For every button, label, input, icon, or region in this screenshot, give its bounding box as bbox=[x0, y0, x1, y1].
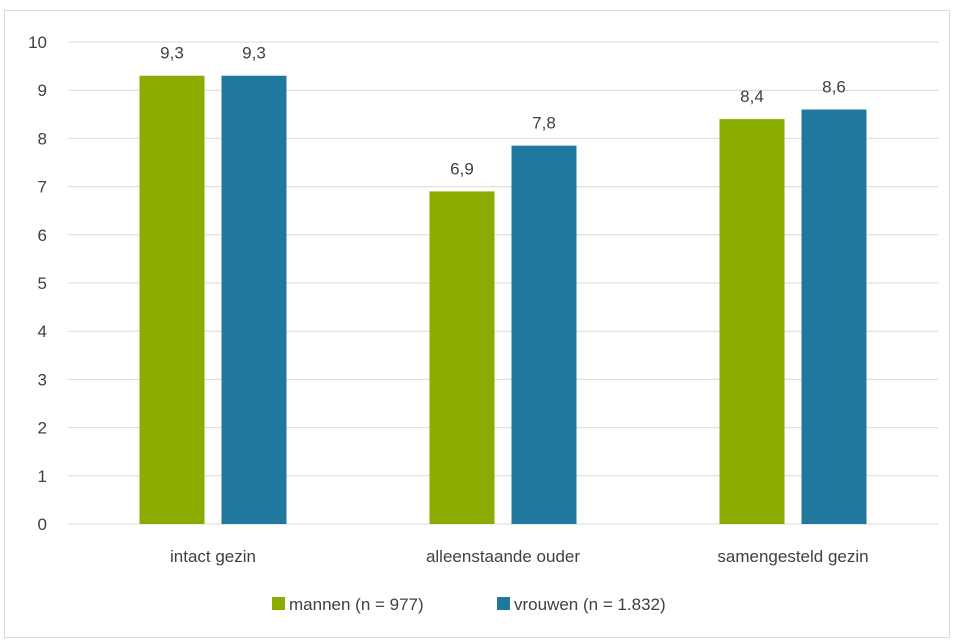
y-tick-label: 1 bbox=[38, 467, 47, 486]
bar-vrouwen bbox=[511, 145, 577, 524]
y-tick-label: 6 bbox=[38, 226, 47, 245]
x-category-label: alleenstaande ouder bbox=[426, 547, 580, 566]
y-tick-label: 9 bbox=[38, 81, 47, 100]
data-label: 8,6 bbox=[822, 77, 846, 96]
legend-label: mannen (n = 977) bbox=[289, 595, 424, 614]
x-category-label: samengesteld gezin bbox=[717, 547, 868, 566]
y-tick-label: 8 bbox=[38, 129, 47, 148]
data-label: 9,3 bbox=[160, 44, 184, 63]
data-label: 9,3 bbox=[242, 44, 266, 63]
y-tick-label: 7 bbox=[38, 178, 47, 197]
y-tick-label: 5 bbox=[38, 274, 47, 293]
bar-mannen bbox=[719, 119, 785, 525]
bar-mannen bbox=[139, 75, 205, 525]
data-label: 8,4 bbox=[740, 87, 764, 106]
legend-swatch-mannen bbox=[272, 597, 285, 610]
legend-swatch-vrouwen bbox=[497, 597, 510, 610]
x-category-label: intact gezin bbox=[170, 547, 256, 566]
y-tick-label: 2 bbox=[38, 419, 47, 438]
y-tick-label: 4 bbox=[38, 322, 47, 341]
y-tick-label: 0 bbox=[38, 515, 47, 534]
bar-mannen bbox=[429, 191, 495, 525]
bar-vrouwen bbox=[221, 75, 287, 525]
bar-vrouwen bbox=[801, 109, 867, 524]
data-label: 7,8 bbox=[532, 114, 556, 133]
legend-label: vrouwen (n = 1.832) bbox=[514, 595, 666, 614]
y-tick-label: 3 bbox=[38, 370, 47, 389]
y-tick-label: 10 bbox=[28, 33, 47, 52]
data-label: 6,9 bbox=[450, 159, 474, 178]
